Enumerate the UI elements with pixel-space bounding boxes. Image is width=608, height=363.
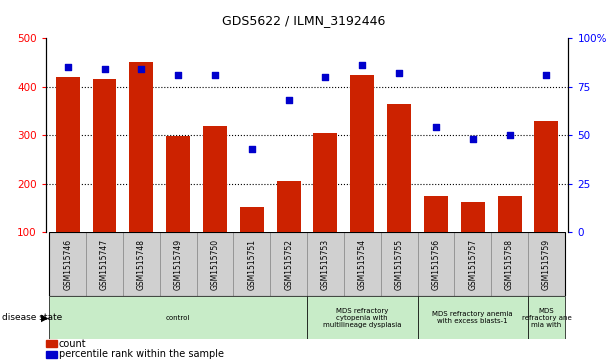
Bar <box>461 202 485 232</box>
Point <box>247 146 257 152</box>
Text: control: control <box>166 315 190 321</box>
Text: GSM1515749: GSM1515749 <box>174 238 182 290</box>
Bar <box>233 232 270 296</box>
Text: GSM1515748: GSM1515748 <box>137 238 146 290</box>
Text: GSM1515751: GSM1515751 <box>247 238 257 290</box>
Point <box>542 72 551 78</box>
Bar <box>454 232 491 296</box>
Bar <box>203 126 227 232</box>
Bar <box>160 232 196 296</box>
Bar <box>92 79 117 232</box>
Point <box>136 66 146 72</box>
Bar <box>307 232 344 296</box>
Text: GSM1515752: GSM1515752 <box>284 238 293 290</box>
Text: GSM1515756: GSM1515756 <box>432 238 440 290</box>
Bar <box>314 133 337 232</box>
Bar <box>49 296 307 339</box>
Text: GSM1515759: GSM1515759 <box>542 238 551 290</box>
Text: disease state: disease state <box>2 313 62 322</box>
Text: ▶: ▶ <box>41 313 49 323</box>
Point <box>358 62 367 68</box>
Bar <box>166 136 190 232</box>
Text: percentile rank within the sample: percentile rank within the sample <box>59 349 224 359</box>
Point <box>100 66 109 72</box>
Bar <box>497 196 522 232</box>
Text: MDS refractory anemia
with excess blasts-1: MDS refractory anemia with excess blasts… <box>432 311 513 324</box>
Bar <box>528 232 565 296</box>
Text: count: count <box>59 339 86 349</box>
Point <box>173 72 183 78</box>
Text: GSM1515755: GSM1515755 <box>395 238 404 290</box>
Bar <box>387 104 411 232</box>
Point <box>284 97 294 103</box>
Bar <box>418 296 528 339</box>
Text: GSM1515747: GSM1515747 <box>100 238 109 290</box>
Bar <box>307 296 418 339</box>
Bar <box>86 232 123 296</box>
Bar <box>491 232 528 296</box>
Bar <box>270 232 307 296</box>
Bar <box>240 207 264 232</box>
Text: GSM1515746: GSM1515746 <box>63 238 72 290</box>
Point <box>63 64 72 70</box>
Bar <box>196 232 233 296</box>
Bar <box>56 77 80 232</box>
Text: GSM1515750: GSM1515750 <box>210 238 219 290</box>
Bar <box>277 182 300 232</box>
Point <box>210 72 220 78</box>
Point <box>394 70 404 76</box>
Bar <box>123 232 160 296</box>
Bar <box>350 74 375 232</box>
Bar <box>130 62 153 232</box>
Point <box>320 74 330 80</box>
Text: GSM1515758: GSM1515758 <box>505 238 514 290</box>
Bar <box>534 121 558 232</box>
Text: GSM1515754: GSM1515754 <box>358 238 367 290</box>
Text: MDS refractory
cytopenia with
multilineage dysplasia: MDS refractory cytopenia with multilinea… <box>323 307 401 328</box>
Text: GDS5622 / ILMN_3192446: GDS5622 / ILMN_3192446 <box>223 15 385 28</box>
Point <box>431 125 441 130</box>
Bar <box>424 196 448 232</box>
Bar <box>528 296 565 339</box>
Text: GSM1515753: GSM1515753 <box>321 238 330 290</box>
Text: MDS
refractory ane
mia with: MDS refractory ane mia with <box>522 307 572 328</box>
Bar <box>344 232 381 296</box>
Bar <box>49 232 86 296</box>
Bar <box>418 232 454 296</box>
Bar <box>381 232 418 296</box>
Text: GSM1515757: GSM1515757 <box>468 238 477 290</box>
Point <box>468 136 478 142</box>
Point <box>505 132 514 138</box>
